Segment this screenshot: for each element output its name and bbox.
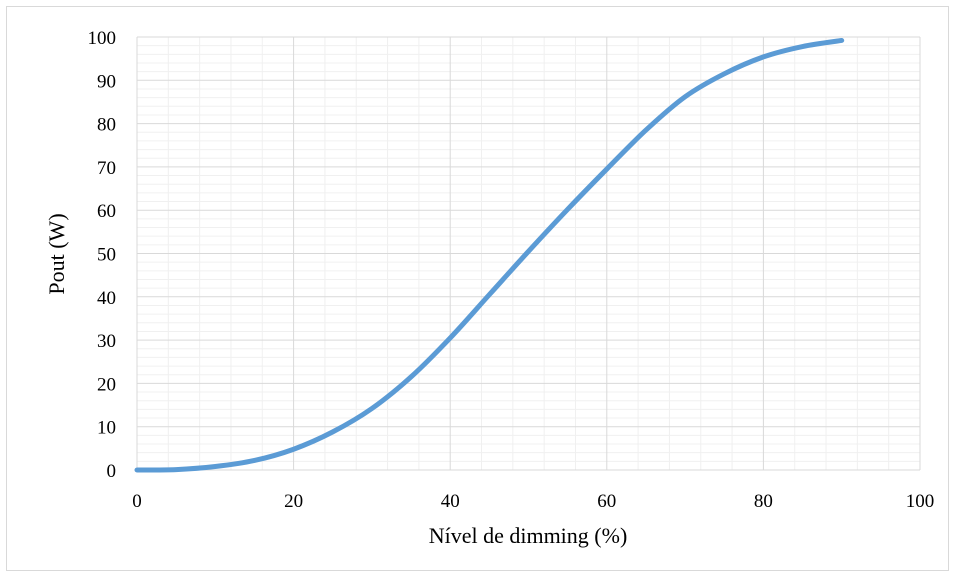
series-line [134, 37, 845, 473]
x-tick-label: 0 [132, 491, 142, 512]
x-tick-label: 80 [754, 491, 773, 512]
x-tick-labels: 0 20 40 60 80 100 [132, 491, 934, 512]
x-tick-label: 40 [441, 491, 460, 512]
y-tick-label: 40 [97, 288, 116, 309]
y-tick-label: 70 [97, 158, 116, 179]
y-tick-label: 90 [97, 71, 116, 92]
chart-frame [6, 6, 949, 571]
y-axis-title: Pout (W) [44, 213, 69, 294]
y-tick-label: 50 [97, 245, 116, 266]
y-tick-label: 60 [97, 201, 116, 222]
y-tick-label: 30 [97, 331, 116, 352]
x-tick-label: 100 [906, 491, 935, 512]
y-tick-label: 100 [88, 28, 117, 49]
x-tick-label: 20 [284, 491, 303, 512]
x-tick-label: 60 [597, 491, 616, 512]
x-axis-title: Nível de dimming (%) [429, 523, 628, 548]
y-tick-label: 10 [97, 418, 116, 439]
major-gridlines [136, 36, 921, 471]
minor-gridlines [137, 37, 920, 470]
y-tick-label: 0 [107, 461, 117, 482]
series-layer [134, 37, 845, 473]
y-tick-labels: 0 10 20 30 40 50 60 70 80 90 100 [88, 28, 117, 482]
y-tick-label: 20 [97, 374, 116, 395]
y-tick-label: 80 [97, 115, 116, 136]
